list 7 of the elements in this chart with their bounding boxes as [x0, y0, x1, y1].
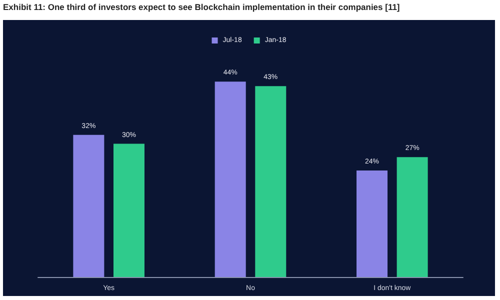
bar — [255, 86, 286, 277]
bar — [113, 144, 144, 277]
bar — [356, 170, 388, 277]
bar — [214, 82, 246, 277]
bar — [396, 157, 428, 277]
chart-title: Exhibit 11: One third of investors expect to see Blockchain implementation in their companies [11] — [3, 2, 401, 12]
bar — [73, 134, 104, 277]
